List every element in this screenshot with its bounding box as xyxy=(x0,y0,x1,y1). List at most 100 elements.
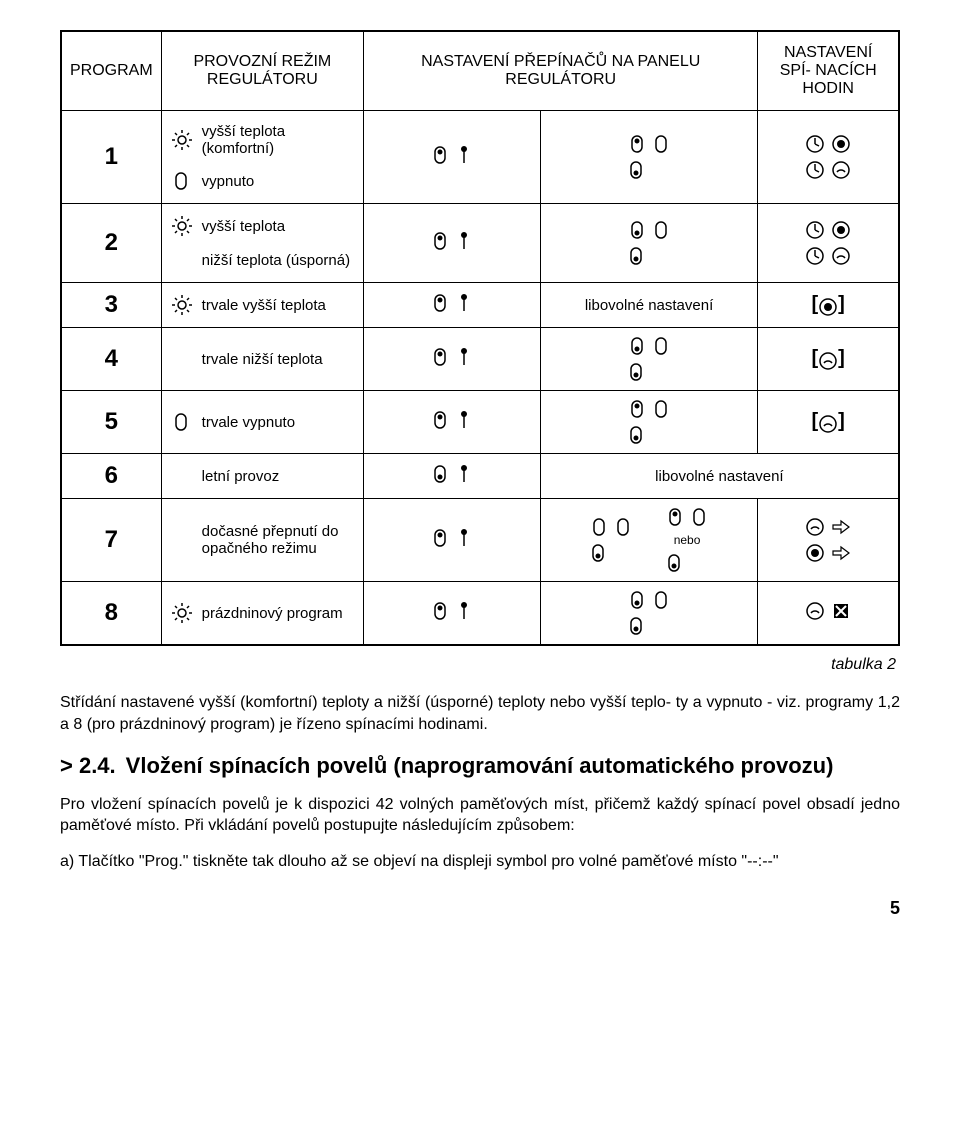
switch-cell-2 xyxy=(540,328,758,391)
switch-cell-1 xyxy=(364,328,541,391)
paragraph-1: Střídání nastavené vyšší (komfortní) tep… xyxy=(60,692,900,735)
sun-icon xyxy=(172,216,192,236)
section-heading: > 2.4. Vložení spínacích povelů (naprogr… xyxy=(60,753,900,779)
switch-cell-1 xyxy=(364,391,541,454)
row-num: 1 xyxy=(61,111,161,204)
circle-empty-icon xyxy=(818,414,838,434)
sun-icon xyxy=(172,295,192,315)
pill-top-icon xyxy=(431,347,449,367)
switch-cell-2 xyxy=(540,111,758,204)
regime-cell: prázdninový program xyxy=(161,582,363,646)
pill-empty-icon xyxy=(172,171,192,191)
table-caption: tabulka 2 xyxy=(60,656,896,674)
bar-top-icon xyxy=(455,528,473,548)
clock-cell: [] xyxy=(758,283,899,328)
moon-icon xyxy=(651,616,671,636)
dot-filled-icon xyxy=(818,297,838,317)
row-num: 3 xyxy=(61,283,161,328)
pill-bottom-icon xyxy=(627,246,645,266)
pill-bottom-icon xyxy=(627,425,645,445)
dot-filled-icon xyxy=(805,543,825,563)
moon-icon xyxy=(172,530,192,550)
pill-top-icon xyxy=(431,231,449,251)
header-switches: NASTAVENÍ PŘEPÍNAČŮ NA PANELU REGULÁTORU xyxy=(364,31,758,111)
pill-bottom-icon xyxy=(665,553,683,573)
circle-empty-icon xyxy=(805,517,825,537)
hand-icon xyxy=(831,517,851,537)
clock-cell xyxy=(758,111,899,204)
circle-empty-icon xyxy=(831,246,851,266)
pill-bottom-icon xyxy=(628,220,646,240)
header-clock: NASTAVENÍ SPÍ- NACÍCH HODIN xyxy=(758,31,899,111)
moon-icon xyxy=(651,246,671,266)
pill-bottom-icon xyxy=(589,543,607,563)
bar-top-icon xyxy=(455,347,473,367)
moon-icon xyxy=(651,425,671,445)
moon-icon xyxy=(172,349,192,369)
moon-icon xyxy=(172,250,192,270)
clock-cell xyxy=(758,204,899,283)
switch-cell-2: libovolné nastavení xyxy=(540,454,899,499)
dot-filled-icon xyxy=(831,134,851,154)
regime-cell: trvale nižší teplota xyxy=(161,328,363,391)
pill-top-icon xyxy=(431,145,449,165)
clock-cell xyxy=(758,582,899,646)
clock-icon xyxy=(805,134,825,154)
pill-bottom-icon xyxy=(627,160,645,180)
bar-top-icon xyxy=(455,464,473,484)
bar-top-icon xyxy=(455,145,473,165)
clock-icon xyxy=(805,220,825,240)
regime-label: letní provoz xyxy=(202,468,280,485)
regime-label: prázdninový program xyxy=(202,605,343,622)
regime-cell: vyšší teplota (komfortní) vypnuto xyxy=(161,111,363,204)
pill-bottom-icon xyxy=(627,362,645,382)
regime-cell: letní provoz xyxy=(161,454,363,499)
row-num: 8 xyxy=(61,582,161,646)
pill-top-icon xyxy=(431,410,449,430)
row-num: 7 xyxy=(61,499,161,582)
pill-bottom-icon xyxy=(628,336,646,356)
moon-icon xyxy=(613,543,633,563)
sun-icon xyxy=(172,603,192,623)
row-num: 5 xyxy=(61,391,161,454)
switch-cell-1 xyxy=(364,454,541,499)
pill-bottom-icon xyxy=(627,616,645,636)
moon-icon xyxy=(651,160,671,180)
pill-empty-icon xyxy=(652,590,670,610)
dot-filled-icon xyxy=(831,220,851,240)
pill-top-icon xyxy=(431,293,449,313)
paragraph-2: Pro vložení spínacích povelů je k dispoz… xyxy=(60,794,900,837)
switch-cell-2: libovolné nastavení xyxy=(540,283,758,328)
pill-bottom-icon xyxy=(628,590,646,610)
section-number: > 2.4. xyxy=(60,753,116,779)
switch-cell-1 xyxy=(364,204,541,283)
switch-cell-2 xyxy=(540,391,758,454)
regime-label: vyšší teplota xyxy=(202,218,285,235)
switch-cell-1 xyxy=(364,283,541,328)
switch-cell-2: nebo xyxy=(540,499,758,582)
circle-empty-icon xyxy=(818,351,838,371)
pill-empty-icon xyxy=(690,507,708,527)
pill-empty-icon xyxy=(614,517,632,537)
regime-cell: trvale vypnuto xyxy=(161,391,363,454)
pill-empty-icon xyxy=(652,220,670,240)
regime-label: vyšší teplota (komfortní) xyxy=(202,123,353,157)
regime-label: trvale nižší teplota xyxy=(202,351,323,368)
regime-cell: trvale vyšší teplota xyxy=(161,283,363,328)
pill-bottom-icon xyxy=(431,464,449,484)
regime-label: trvale vyšší teplota xyxy=(202,297,326,314)
bar-top-icon xyxy=(455,601,473,621)
pill-top-icon xyxy=(431,601,449,621)
regime-label: nižší teplota (úsporná) xyxy=(202,252,350,269)
clock-icon xyxy=(805,246,825,266)
bar-top-icon xyxy=(455,410,473,430)
arbitrary-setting-label: libovolné nastavení xyxy=(655,468,783,485)
program-table: PROGRAM PROVOZNÍ REŽIM REGULÁTORU NASTAV… xyxy=(60,30,900,646)
hand-icon xyxy=(831,543,851,563)
clock-icon xyxy=(805,160,825,180)
pill-empty-icon xyxy=(652,336,670,356)
pill-empty-icon xyxy=(652,134,670,154)
row-num: 6 xyxy=(61,454,161,499)
circle-empty-icon xyxy=(831,160,851,180)
bar-top-icon xyxy=(455,293,473,313)
